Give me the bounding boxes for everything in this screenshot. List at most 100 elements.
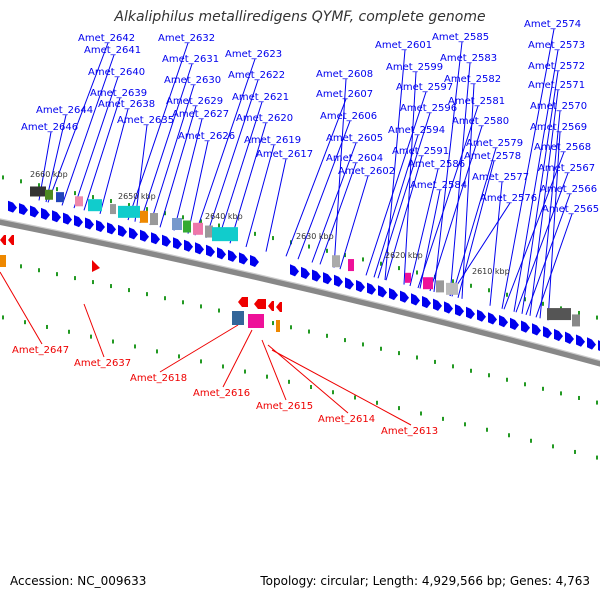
gene-label-forward[interactable]: Amet_2605 xyxy=(326,133,383,144)
forward-gene-arrow xyxy=(195,242,204,255)
gene-label-forward[interactable]: Amet_2569 xyxy=(530,122,587,133)
gene-label-forward[interactable]: Amet_2578 xyxy=(464,151,521,162)
tick-inner-far xyxy=(376,400,378,405)
gene-label-forward[interactable]: Amet_2577 xyxy=(472,172,529,183)
forward-gene-arrow xyxy=(554,328,563,342)
gene-label-forward[interactable]: Amet_2570 xyxy=(530,101,587,112)
gene-label-reverse[interactable]: Amet_2615 xyxy=(256,401,313,412)
gene-label-forward[interactable]: Amet_2574 xyxy=(524,19,581,30)
gene-label-reverse[interactable]: Amet_2618 xyxy=(130,373,187,384)
gene-group-block xyxy=(405,272,411,283)
gene-label-forward[interactable]: Amet_2607 xyxy=(316,89,373,100)
tick-inner xyxy=(200,304,202,309)
leader-line xyxy=(134,124,148,222)
tick-inner xyxy=(470,368,472,373)
gene-label-forward[interactable]: Amet_2626 xyxy=(178,131,235,142)
reverse-gene-arrow xyxy=(254,299,266,309)
gene-label-forward[interactable]: Amet_2596 xyxy=(400,103,457,114)
gene-group-block xyxy=(88,199,102,212)
leader-line xyxy=(217,101,263,241)
gene-label-forward[interactable]: Amet_2591 xyxy=(392,146,449,157)
gene-label-forward[interactable]: Amet_2601 xyxy=(375,40,432,51)
gene-label-forward[interactable]: Amet_2638 xyxy=(98,99,155,110)
gene-label-reverse[interactable]: Amet_2637 xyxy=(74,358,131,369)
leader-line xyxy=(461,83,475,299)
tick-outer xyxy=(578,310,580,315)
gene-label-forward[interactable]: Amet_2629 xyxy=(166,96,223,107)
tick-inner xyxy=(146,292,148,297)
leader-line xyxy=(521,70,559,314)
gene-label-forward[interactable]: Amet_2565 xyxy=(542,204,599,215)
tick-outer xyxy=(92,195,94,200)
gene-group-block xyxy=(248,314,264,328)
gene-label-forward[interactable]: Amet_2568 xyxy=(534,142,591,153)
gene-label-forward[interactable]: Amet_2617 xyxy=(256,149,313,160)
gene-label-forward[interactable]: Amet_2635 xyxy=(117,115,174,126)
kbp-label: 2610 kbp xyxy=(472,267,510,276)
gene-label-forward[interactable]: Amet_2627 xyxy=(172,109,229,120)
gene-label-forward[interactable]: Amet_2566 xyxy=(540,184,597,195)
gene-label-forward[interactable]: Amet_2586 xyxy=(408,159,465,170)
gene-label-forward[interactable]: Amet_2602 xyxy=(338,166,395,177)
gene-label-reverse[interactable]: Amet_2614 xyxy=(318,414,375,425)
gene-label-forward[interactable]: Amet_2580 xyxy=(452,116,509,127)
tick-inner-far xyxy=(464,422,466,427)
gene-label-forward[interactable]: Amet_2644 xyxy=(36,105,93,116)
scale-ticks xyxy=(2,175,598,460)
gene-label-forward[interactable]: Amet_2567 xyxy=(538,163,595,174)
forward-gene-arrow xyxy=(444,301,453,314)
gene-label-forward[interactable]: Amet_2573 xyxy=(528,40,585,51)
leader-line xyxy=(433,41,463,292)
gene-label-forward[interactable]: Amet_2594 xyxy=(388,125,445,136)
gene-label-forward[interactable]: Amet_2581 xyxy=(448,96,505,107)
reverse-gene-arrow xyxy=(238,297,248,307)
gene-label-forward[interactable]: Amet_2646 xyxy=(21,122,78,133)
gene-label-reverse[interactable]: Amet_2616 xyxy=(193,388,250,399)
tick-inner-far xyxy=(420,411,422,416)
gene-label-forward[interactable]: Amet_2572 xyxy=(528,61,585,72)
gene-label-forward[interactable]: Amet_2619 xyxy=(244,135,301,146)
gene-label-forward[interactable]: Amet_2597 xyxy=(396,82,453,93)
tick-inner-far xyxy=(112,339,114,344)
gene-label-forward[interactable]: Amet_2639 xyxy=(90,88,147,99)
gene-label-reverse[interactable]: Amet_2647 xyxy=(12,345,69,356)
tick-outer xyxy=(164,211,166,216)
leader-line xyxy=(159,324,239,373)
leader-line xyxy=(384,49,406,281)
gene-label-forward[interactable]: Amet_2640 xyxy=(88,67,145,78)
gene-label-forward[interactable]: Amet_2599 xyxy=(386,62,443,73)
gene-label-forward[interactable]: Amet_2604 xyxy=(326,153,383,164)
tick-outer xyxy=(182,215,184,220)
gene-label-forward[interactable]: Amet_2571 xyxy=(528,80,585,91)
gene-label-forward[interactable]: Amet_2583 xyxy=(440,53,497,64)
forward-gene-arrow xyxy=(129,227,138,240)
gene-label-forward[interactable]: Amet_2584 xyxy=(410,180,467,191)
gene-label-forward[interactable]: Amet_2582 xyxy=(444,74,501,85)
gene-label-forward[interactable]: Amet_2608 xyxy=(316,69,373,80)
tick-outer xyxy=(254,231,256,236)
kbp-label: 2650 kbp xyxy=(118,192,156,201)
gene-label-forward[interactable]: Amet_2642 xyxy=(78,33,135,44)
forward-gene-arrow xyxy=(532,323,541,336)
gene-labels[interactable]: Amet_2642Amet_2641Amet_2640Amet_2639Amet… xyxy=(12,19,599,437)
gene-label-forward[interactable]: Amet_2585 xyxy=(432,32,489,43)
gene-label-forward[interactable]: Amet_2579 xyxy=(466,138,523,149)
label-leader-lines xyxy=(0,28,573,426)
gene-label-forward[interactable]: Amet_2576 xyxy=(480,193,537,204)
forward-gene-arrow xyxy=(389,287,398,301)
gene-label-forward[interactable]: Amet_2622 xyxy=(228,70,285,81)
leader-line xyxy=(513,49,559,312)
leader-line xyxy=(451,147,497,297)
gene-label-reverse[interactable]: Amet_2613 xyxy=(381,426,438,437)
gene-label-forward[interactable]: Amet_2623 xyxy=(225,49,282,60)
gene-label-forward[interactable]: Amet_2632 xyxy=(158,33,215,44)
gene-label-forward[interactable]: Amet_2631 xyxy=(162,54,219,65)
gene-group-block xyxy=(45,189,53,200)
gene-label-forward[interactable]: Amet_2621 xyxy=(232,92,289,103)
gene-label-forward[interactable]: Amet_2641 xyxy=(84,45,141,56)
leader-line xyxy=(377,112,431,279)
gene-label-forward[interactable]: Amet_2606 xyxy=(320,111,377,122)
gene-label-forward[interactable]: Amet_2620 xyxy=(236,113,293,124)
leader-line xyxy=(229,122,267,244)
gene-label-forward[interactable]: Amet_2630 xyxy=(164,75,221,86)
